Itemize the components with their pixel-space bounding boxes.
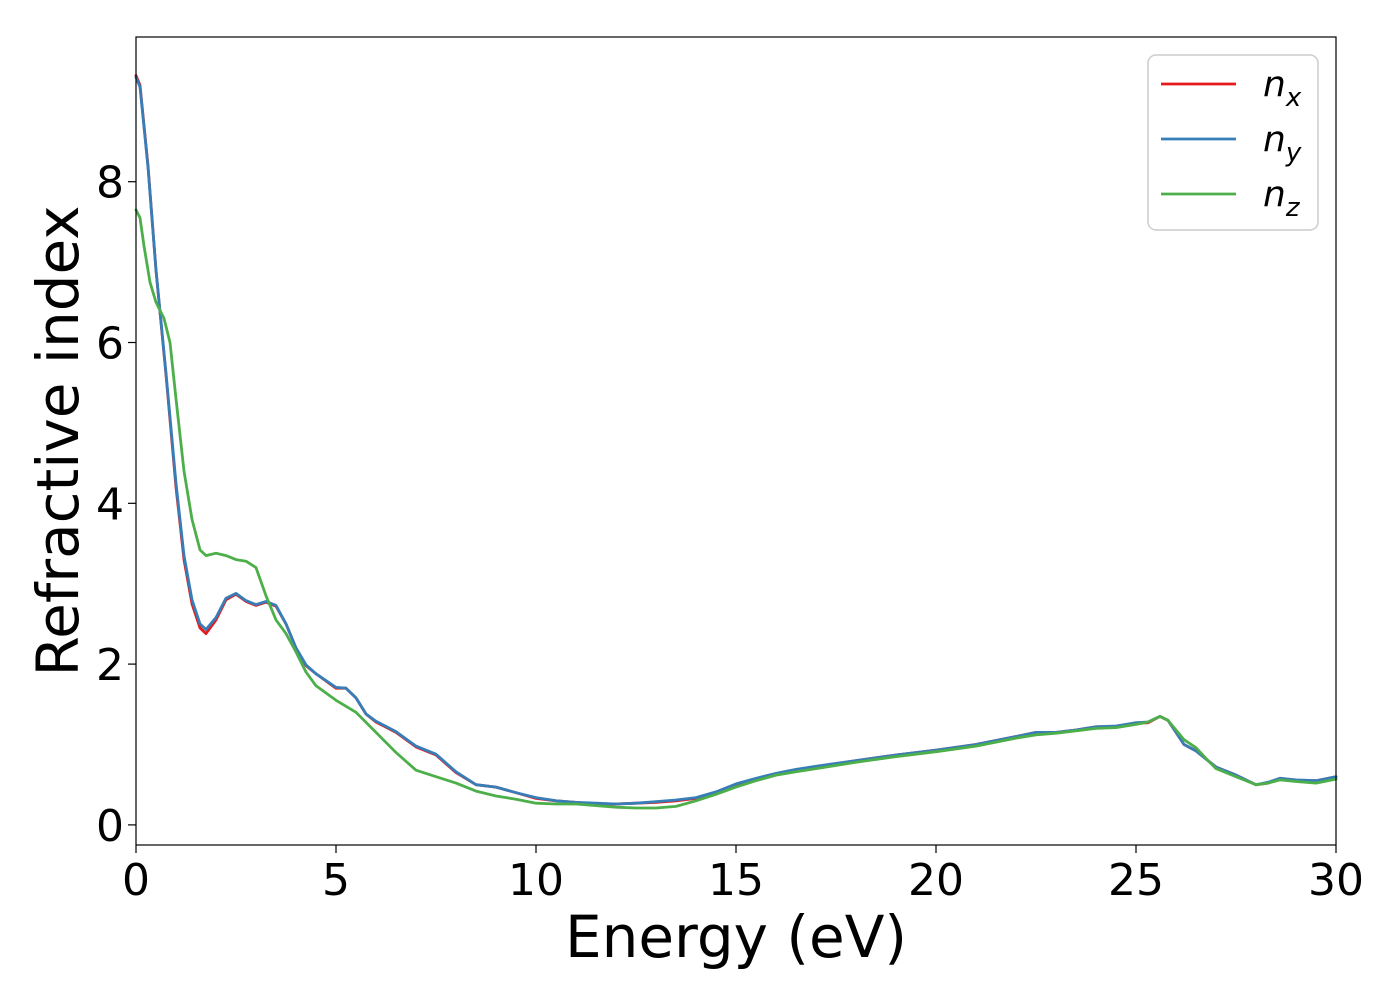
series-layer bbox=[134, 74, 1338, 810]
x-tick-label: 5 bbox=[322, 855, 350, 906]
y-tick-label: 0 bbox=[96, 801, 124, 852]
legend-label-n-y: ny bbox=[1263, 119, 1302, 168]
y-axis-ticks: 0 2 4 6 8 bbox=[96, 158, 136, 852]
x-tick-label: 10 bbox=[508, 855, 564, 906]
y-axis-label: Refractive index bbox=[24, 205, 92, 676]
x-tick-label: 20 bbox=[908, 855, 964, 906]
y-tick-label: 4 bbox=[96, 479, 124, 530]
x-tick-label: 30 bbox=[1308, 855, 1364, 906]
y-tick-label: 2 bbox=[96, 640, 124, 691]
legend-box bbox=[1147, 54, 1319, 231]
series-line-n-z bbox=[134, 208, 1338, 810]
legend-label-n-x: nx bbox=[1263, 64, 1302, 113]
legend: nx ny nz bbox=[1147, 54, 1319, 231]
x-tick-label: 25 bbox=[1108, 855, 1164, 906]
x-tick-label: 15 bbox=[708, 855, 764, 906]
y-tick-label: 8 bbox=[96, 158, 124, 209]
legend-label-n-z: nz bbox=[1263, 174, 1301, 223]
x-axis-ticks: 0 5 10 15 20 25 30 bbox=[122, 845, 1364, 906]
x-tick-label: 0 bbox=[122, 855, 150, 906]
x-axis-label: Energy (eV) bbox=[565, 903, 907, 971]
y-tick-label: 6 bbox=[96, 319, 124, 370]
